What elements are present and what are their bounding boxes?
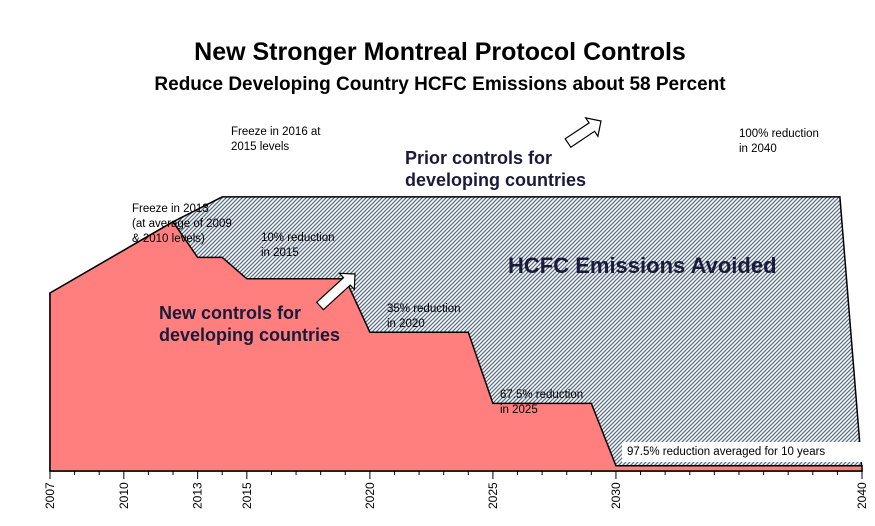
x-tick-label: 2025 bbox=[486, 482, 500, 509]
annotation-red10: 10% reduction bbox=[261, 232, 335, 244]
annotation-prior_label: developing countries bbox=[405, 170, 586, 190]
annotation-new_label: developing countries bbox=[159, 325, 340, 345]
annotation-red35: 35% reduction bbox=[387, 303, 461, 315]
x-tick-label: 2015 bbox=[240, 482, 254, 509]
annotation-new_label: New controls for bbox=[159, 303, 301, 323]
prior-controls-arrow bbox=[564, 117, 602, 149]
annotation-red675: 67.5% reduction bbox=[500, 389, 583, 401]
annotation-red675: in 2025 bbox=[500, 404, 538, 416]
x-tick-label: 2040 bbox=[855, 482, 869, 509]
annotation-red10: in 2015 bbox=[261, 247, 299, 259]
annotation-red975: 97.5% reduction averaged for 10 years bbox=[627, 446, 825, 458]
annotation-prior_label: Prior controls for bbox=[405, 148, 552, 168]
annotations: Freeze in 2016 at 2015 levels Prior contro… bbox=[132, 117, 862, 462]
annotation-red100: in 2040 bbox=[739, 143, 777, 155]
annotation-freeze2013: Freeze in 2013 bbox=[132, 203, 209, 215]
x-tick-label: 2013 bbox=[191, 482, 205, 509]
x-tick-label: 2010 bbox=[117, 482, 131, 509]
annotation-freeze2013: & 2010 levels) bbox=[132, 233, 205, 245]
x-tick-label: 2007 bbox=[43, 482, 57, 509]
x-tick-label: 2030 bbox=[609, 482, 623, 509]
annotation-red35: in 2020 bbox=[387, 318, 425, 330]
chart-title: New Stronger Montreal Protocol Controls bbox=[194, 38, 686, 66]
annotation-box-red975 bbox=[622, 442, 862, 462]
annotation-box-red100 bbox=[734, 124, 834, 160]
annotation-box-freeze2016 bbox=[226, 122, 346, 160]
new-controls-arrow bbox=[315, 272, 356, 311]
annotation-red100: 100% reduction bbox=[739, 128, 819, 140]
chart-subtitle: Reduce Developing Country HCFC Emissions… bbox=[154, 74, 726, 95]
annotation-freeze2013: (at average of 2009 bbox=[132, 218, 232, 230]
x-tick-label: 2020 bbox=[363, 482, 377, 509]
new-controls-area bbox=[49, 220, 863, 472]
x-axis: 2007 2010 2013 2015 2020 2025 2030 2040 bbox=[43, 470, 869, 509]
annotation-freeze2016: Freeze in 2016 at bbox=[231, 126, 321, 138]
annotation-freeze2016: 2015 levels bbox=[231, 141, 289, 153]
annotation-avoided: HCFC Emissions Avoided bbox=[508, 253, 777, 278]
plot-areas bbox=[49, 196, 863, 472]
